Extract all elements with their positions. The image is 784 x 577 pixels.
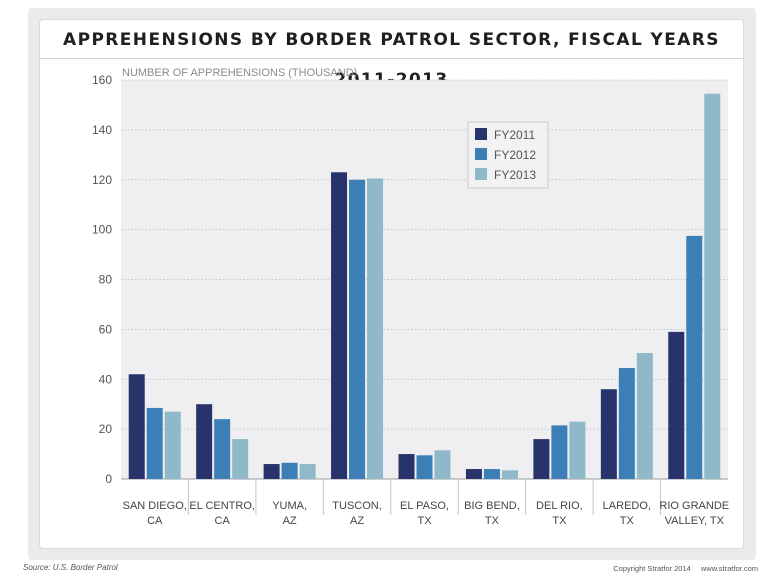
bar bbox=[146, 407, 163, 479]
legend-label: FY2013 bbox=[494, 168, 536, 182]
x-tick-label: AZ bbox=[283, 515, 297, 527]
x-tick-label: TUSCON, bbox=[332, 500, 382, 512]
x-tick-label: TX bbox=[417, 515, 432, 527]
x-tick-label: CA bbox=[147, 515, 163, 527]
y-axis-label: NUMBER OF APPREHENSIONS (THOUSAND) bbox=[122, 67, 357, 79]
x-tick-label: TX bbox=[552, 515, 567, 527]
x-tick-label: EL PASO, bbox=[400, 500, 449, 512]
bar bbox=[416, 455, 433, 479]
bar bbox=[263, 464, 280, 479]
x-tick-label: AZ bbox=[350, 515, 364, 527]
bar bbox=[214, 419, 231, 479]
bar bbox=[483, 469, 500, 479]
y-tick-label: 100 bbox=[92, 223, 112, 237]
bar bbox=[196, 404, 213, 479]
bar bbox=[331, 172, 348, 480]
legend-swatch bbox=[475, 128, 487, 140]
copyright-note: Copyright Stratfor 2014 www.stratfor.com bbox=[613, 564, 758, 573]
bar bbox=[465, 469, 482, 479]
legend-swatch bbox=[475, 168, 487, 180]
legend-label: FY2011 bbox=[494, 128, 535, 142]
bar bbox=[128, 374, 145, 479]
bar bbox=[398, 454, 415, 479]
x-tick-label: TX bbox=[620, 515, 635, 527]
x-tick-label: VALLEY, TX bbox=[665, 515, 725, 527]
bar bbox=[551, 425, 568, 479]
y-tick-label: 60 bbox=[99, 322, 113, 336]
bar bbox=[501, 470, 518, 479]
bar bbox=[618, 368, 635, 479]
x-tick-label: DEL RIO, bbox=[536, 500, 583, 512]
bar bbox=[600, 389, 617, 479]
bar bbox=[299, 464, 316, 479]
website-text: www.stratfor.com bbox=[700, 564, 758, 573]
bar bbox=[281, 462, 298, 479]
y-tick-label: 140 bbox=[92, 123, 112, 137]
x-tick-label: CA bbox=[215, 515, 231, 527]
copyright-text: Copyright Stratfor 2014 bbox=[613, 564, 691, 573]
x-tick-label: LAREDO, bbox=[603, 500, 651, 512]
bar bbox=[164, 411, 181, 479]
bar bbox=[686, 235, 703, 479]
legend-swatch bbox=[475, 148, 487, 160]
x-tick-label: BIG BEND, bbox=[464, 500, 520, 512]
bar bbox=[232, 439, 249, 479]
y-tick-label: 0 bbox=[105, 472, 112, 486]
source-note: Source: U.S. Border Patrol bbox=[23, 563, 118, 572]
x-tick-label: RIO GRANDE bbox=[659, 500, 729, 512]
x-tick-label: TX bbox=[485, 515, 500, 527]
bar bbox=[569, 421, 586, 479]
bar bbox=[349, 179, 366, 479]
y-tick-label: 80 bbox=[99, 273, 113, 287]
bar bbox=[533, 439, 550, 479]
y-tick-label: 40 bbox=[99, 372, 113, 386]
x-tick-label: EL CENTRO, bbox=[189, 500, 255, 512]
bar bbox=[668, 331, 685, 479]
y-tick-label: 120 bbox=[92, 173, 112, 187]
bar bbox=[704, 93, 721, 479]
x-tick-label: YUMA, bbox=[272, 500, 307, 512]
y-tick-label: 20 bbox=[99, 422, 113, 436]
x-tick-label: SAN DIEGO, bbox=[123, 500, 187, 512]
y-tick-label: 160 bbox=[92, 73, 112, 87]
bar bbox=[367, 178, 384, 480]
bar bbox=[434, 450, 451, 479]
bar bbox=[636, 353, 653, 479]
legend-label: FY2012 bbox=[494, 148, 536, 162]
